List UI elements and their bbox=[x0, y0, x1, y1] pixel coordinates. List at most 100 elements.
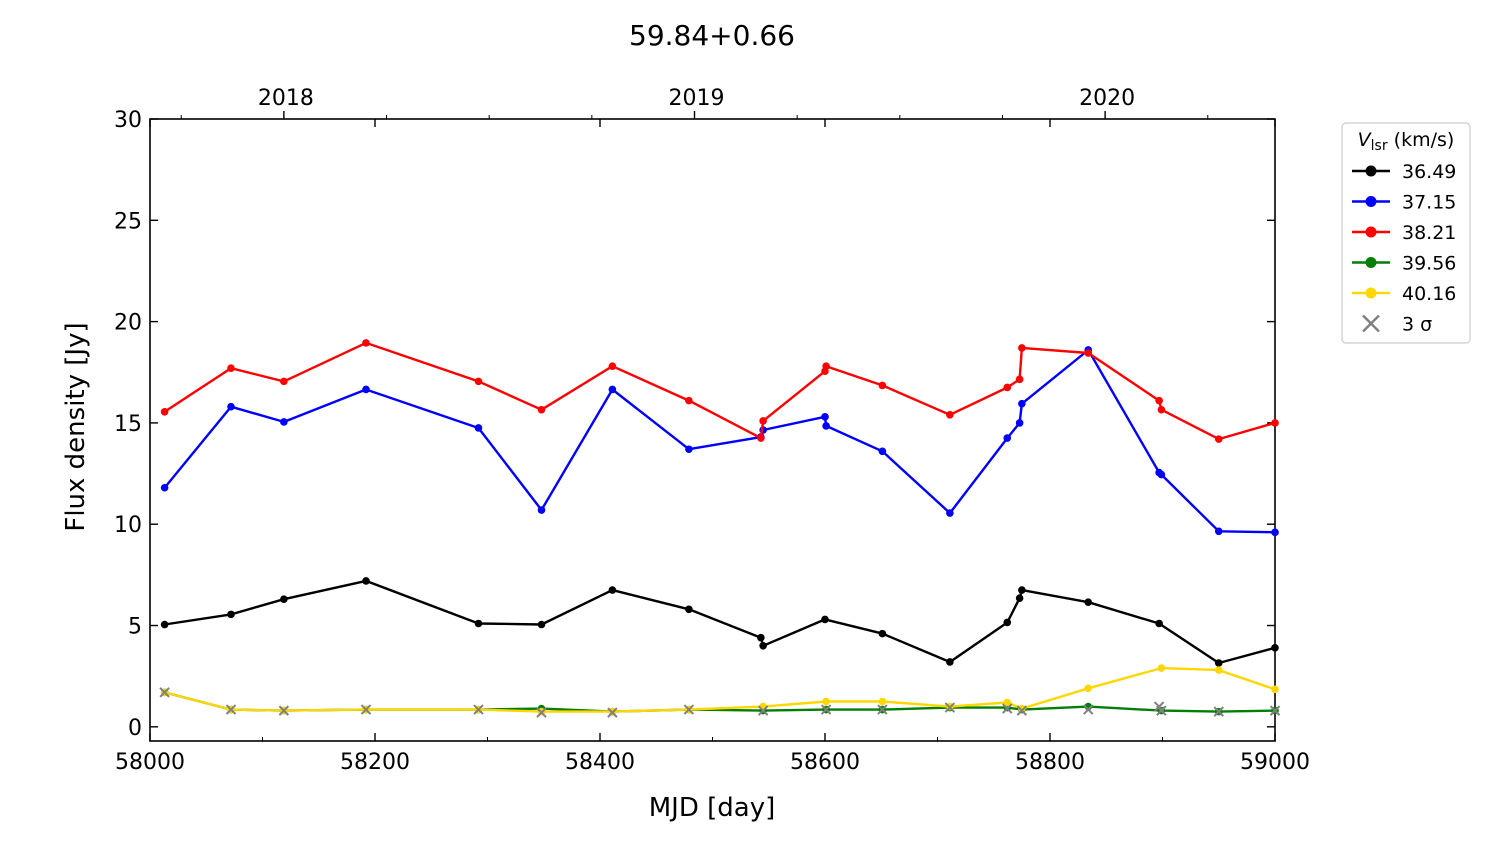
legend-marker bbox=[1365, 287, 1377, 299]
legend-item: 40.16 bbox=[1352, 283, 1456, 305]
data-point bbox=[685, 396, 693, 405]
upper-limit-marker bbox=[225, 704, 237, 715]
y-tick-label: 15 bbox=[114, 412, 142, 437]
data-point bbox=[821, 615, 829, 624]
data-point bbox=[822, 422, 830, 430]
data-point bbox=[1084, 598, 1093, 607]
series-37.15 bbox=[160, 346, 1279, 537]
plot-frame bbox=[149, 118, 1276, 742]
data-point bbox=[1214, 659, 1223, 667]
y-tick-label: 30 bbox=[114, 108, 142, 133]
upper-limit-marker bbox=[757, 705, 769, 716]
data-point bbox=[1271, 644, 1279, 652]
data-point bbox=[474, 619, 483, 628]
legend-title: Vlsr (km/s) bbox=[1358, 129, 1455, 154]
data-point bbox=[759, 641, 767, 650]
series-38.21 bbox=[160, 339, 1279, 443]
y-axis-label: Flux density [Jy] bbox=[61, 322, 91, 531]
y-tick-label: 20 bbox=[114, 311, 142, 336]
data-point bbox=[227, 364, 235, 373]
data-point bbox=[537, 405, 546, 414]
data-point bbox=[1018, 399, 1026, 408]
data-point bbox=[474, 424, 483, 432]
data-point bbox=[1157, 664, 1166, 672]
upper-limit-marker bbox=[944, 702, 956, 713]
legend-marker bbox=[1365, 257, 1377, 268]
data-point bbox=[280, 418, 288, 426]
upper-limit-marker bbox=[1213, 706, 1224, 717]
y-tick-label: 25 bbox=[114, 209, 142, 234]
legend-item: 39.56 bbox=[1352, 253, 1456, 275]
data-point bbox=[1015, 594, 1024, 602]
data-point bbox=[946, 658, 954, 666]
x-tick-label: 58800 bbox=[1015, 750, 1085, 775]
legend-marker bbox=[1365, 196, 1377, 207]
upper-limit-marker bbox=[360, 704, 372, 715]
data-point bbox=[608, 362, 617, 370]
data-point bbox=[608, 586, 617, 594]
data-point bbox=[1214, 666, 1223, 674]
series-line bbox=[163, 348, 1276, 534]
data-point bbox=[1003, 618, 1012, 627]
data-point bbox=[1018, 704, 1026, 713]
data-point bbox=[160, 407, 169, 416]
data-point bbox=[1015, 375, 1024, 384]
x-tick-label: 58000 bbox=[115, 750, 185, 775]
legend-label: 38.21 bbox=[1402, 222, 1456, 244]
data-point bbox=[821, 413, 829, 421]
legend-label: 37.15 bbox=[1402, 192, 1456, 214]
data-point bbox=[1155, 396, 1163, 405]
x-tick-label: 58400 bbox=[565, 750, 635, 775]
data-point bbox=[878, 447, 887, 456]
x-tick-label: 59000 bbox=[1240, 750, 1310, 775]
data-point bbox=[1018, 586, 1026, 594]
data-point bbox=[537, 620, 546, 629]
upper-limit-markers bbox=[159, 687, 1281, 718]
data-point bbox=[1271, 419, 1279, 427]
data-point bbox=[227, 402, 235, 411]
legend-label: 39.56 bbox=[1402, 253, 1456, 275]
top-tick-label: 2020 bbox=[1079, 86, 1135, 111]
data-point bbox=[1155, 619, 1163, 628]
upper-limit-marker bbox=[1083, 704, 1094, 715]
x-tick-label: 58600 bbox=[790, 750, 860, 775]
data-point bbox=[1003, 434, 1012, 442]
data-point bbox=[362, 385, 370, 394]
data-point bbox=[685, 605, 693, 614]
upper-limit-marker bbox=[607, 707, 618, 718]
legend-title-main: V bbox=[1358, 129, 1373, 151]
upper-limit-marker bbox=[1156, 705, 1167, 716]
data-point bbox=[759, 417, 767, 425]
data-point bbox=[1003, 383, 1012, 392]
data-point bbox=[685, 445, 693, 454]
data-point bbox=[757, 434, 765, 442]
legend-label-limit: 3 σ bbox=[1402, 314, 1432, 336]
top-tick-label: 2018 bbox=[258, 86, 314, 111]
data-point bbox=[878, 629, 887, 638]
legend-limit-marker bbox=[1362, 314, 1380, 333]
x-tick-label: 58200 bbox=[340, 750, 410, 775]
legend-item: 36.49 bbox=[1352, 161, 1456, 183]
data-point bbox=[362, 577, 370, 585]
series-lines bbox=[160, 339, 1279, 716]
upper-limit-marker bbox=[1002, 703, 1013, 714]
data-point bbox=[160, 620, 169, 629]
data-point bbox=[1084, 684, 1093, 693]
data-point bbox=[537, 506, 546, 514]
legend-item: 37.15 bbox=[1352, 192, 1456, 214]
top-tick-label: 2019 bbox=[669, 86, 725, 111]
data-point bbox=[362, 339, 370, 347]
legend-item: 38.21 bbox=[1352, 222, 1456, 244]
data-point bbox=[1003, 698, 1012, 707]
legend-label: 40.16 bbox=[1402, 283, 1456, 305]
data-point bbox=[280, 377, 288, 386]
data-point bbox=[822, 362, 830, 370]
series-36.49 bbox=[160, 577, 1279, 667]
upper-limit-marker bbox=[820, 704, 832, 715]
chart-title: 59.84+0.66 bbox=[629, 19, 795, 52]
data-point bbox=[757, 633, 765, 642]
upper-limit-marker bbox=[877, 704, 888, 715]
data-point bbox=[1157, 405, 1166, 414]
series-39.56 bbox=[160, 688, 1279, 716]
